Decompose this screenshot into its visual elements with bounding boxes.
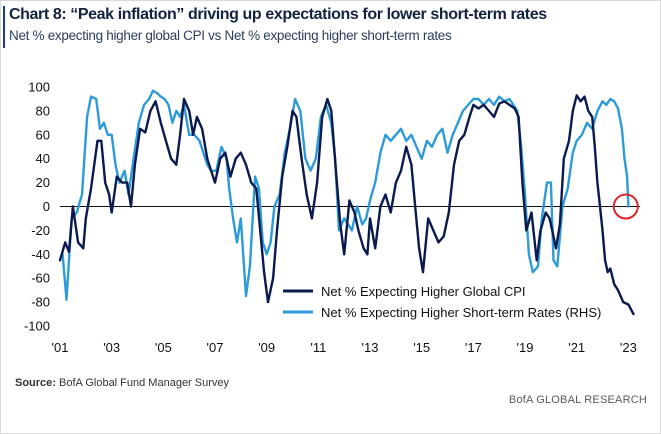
x-tick-label: '19 xyxy=(517,340,534,355)
y-tick-label: -20 xyxy=(31,223,50,238)
y-tick-label: -80 xyxy=(31,295,50,310)
series-layer xyxy=(58,89,635,316)
x-axis: '01 '03 '05 '07 '09 '11 '13 '15 '17 '19 '21 '23 xyxy=(52,340,637,355)
x-tick-label: '09 xyxy=(258,340,275,355)
y-tick-label: 20 xyxy=(36,175,50,190)
x-tick-label: '07 xyxy=(207,340,224,355)
x-tick-label: '01 xyxy=(52,340,69,355)
x-tick-label: '11 xyxy=(310,340,326,355)
y-tick-label: -100 xyxy=(24,319,50,334)
chart-title: Chart 8: “Peak inflation” driving up exp… xyxy=(9,6,547,23)
highlight-circle xyxy=(612,193,639,220)
series-line-cpi xyxy=(58,94,635,316)
legend-label-rates: Net % Expecting Higher Short-term Rates … xyxy=(321,305,601,320)
x-tick-label: '03 xyxy=(103,340,120,355)
x-tick-label: '13 xyxy=(362,340,379,355)
legend-label-cpi: Net % Expecting Higher Global CPI xyxy=(321,284,525,299)
brand-credit: BofA GLOBAL RESEARCH xyxy=(508,394,647,406)
y-tick-label: 0 xyxy=(43,199,50,214)
x-tick-label: '15 xyxy=(413,340,430,355)
y-tick-label: -40 xyxy=(31,247,50,262)
x-tick-label: '05 xyxy=(155,340,172,355)
chart-subtitle: Net % expecting higher global CPI vs Net… xyxy=(9,28,452,43)
x-tick-label: '17 xyxy=(465,340,482,355)
y-tick-label: 60 xyxy=(36,127,50,142)
title-accent-bar xyxy=(3,6,5,48)
source-note: Source: BofA Global Fund Manager Survey xyxy=(15,377,229,389)
series-line-rates xyxy=(61,89,630,301)
y-tick-label: -60 xyxy=(31,271,50,286)
y-tick-label: 100 xyxy=(28,80,50,95)
y-tick-label: 80 xyxy=(36,103,50,118)
source-text: BofA Global Fund Manager Survey xyxy=(59,377,230,389)
x-tick-label: '21 xyxy=(568,340,585,355)
y-axis: 100 80 60 40 20 0 -20 -40 -60 -80 -100 xyxy=(24,80,50,334)
source-label: Source: xyxy=(15,377,56,389)
y-tick-label: 40 xyxy=(36,151,50,166)
x-tick-label: '23 xyxy=(620,340,637,355)
legend: Net % Expecting Higher Global CPI Net % … xyxy=(283,284,601,320)
